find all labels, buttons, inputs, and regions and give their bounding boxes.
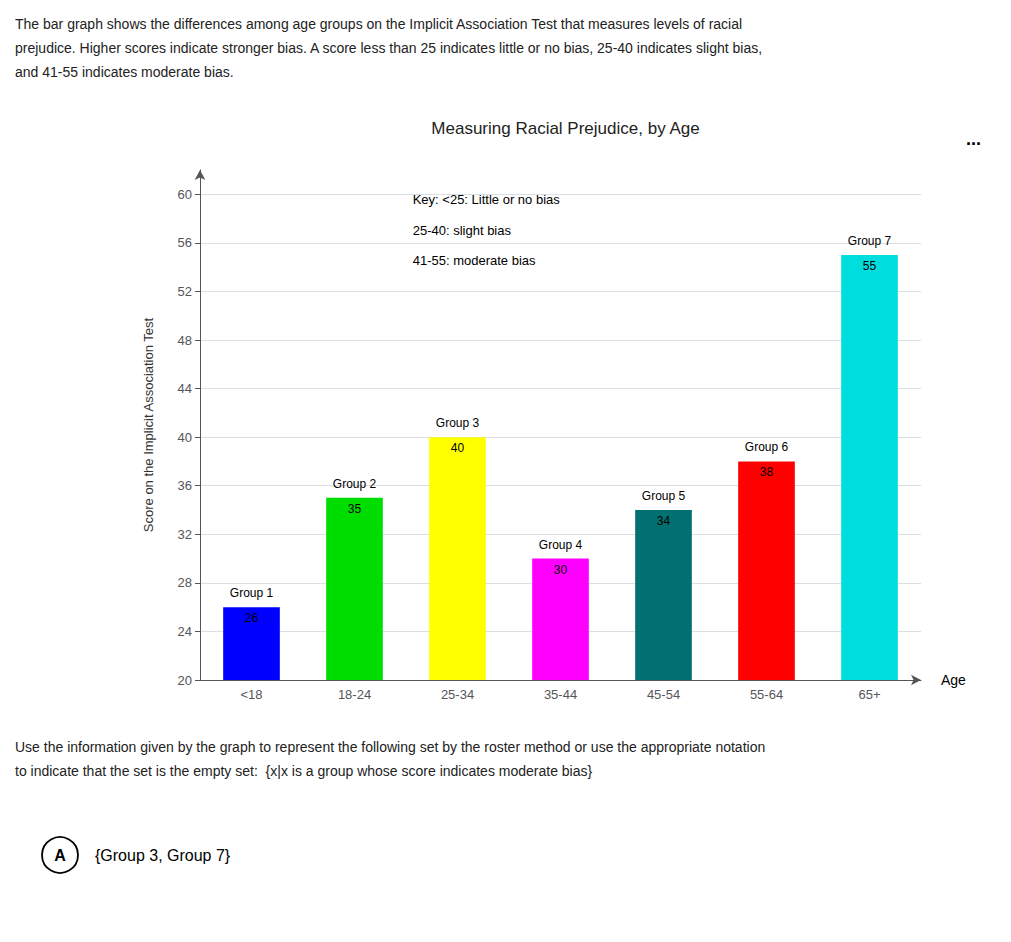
svg-text:Score on the Implicit Associat: Score on the Implicit Association Test [141, 317, 156, 532]
svg-text:Group 3: Group 3 [436, 416, 480, 430]
svg-text:55: 55 [863, 259, 877, 273]
svg-text:Group 5: Group 5 [642, 489, 686, 503]
svg-text:Age: Age [941, 672, 966, 688]
svg-text:35-44: 35-44 [544, 687, 577, 702]
svg-text:Key: <25: Little or no bias: Key: <25: Little or no bias [412, 191, 560, 207]
svg-text:Group 2: Group 2 [333, 477, 377, 491]
svg-text:44: 44 [178, 381, 192, 396]
svg-text:<18: <18 [240, 687, 262, 702]
svg-text:32: 32 [178, 527, 192, 542]
svg-text:Group 4: Group 4 [539, 538, 583, 552]
svg-text:40: 40 [178, 430, 192, 445]
svg-text:45-54: 45-54 [647, 687, 680, 702]
svg-text:Group 7: Group 7 [848, 234, 892, 248]
svg-text:28: 28 [178, 575, 192, 590]
svg-text:Group 6: Group 6 [745, 440, 789, 454]
svg-text:18-24: 18-24 [338, 687, 371, 702]
svg-text:36: 36 [178, 478, 192, 493]
svg-text:30: 30 [554, 563, 568, 577]
svg-text:24: 24 [178, 624, 192, 639]
svg-text:and 41-55 indicates moderate b: and 41-55 indicates moderate bias. [15, 64, 234, 80]
svg-text:25-34: 25-34 [441, 687, 474, 702]
svg-text:26: 26 [245, 611, 259, 625]
svg-text:{Group 3, Group 7}: {Group 3, Group 7} [95, 847, 231, 864]
svg-text:65+: 65+ [858, 687, 880, 702]
svg-text:55-64: 55-64 [750, 687, 783, 702]
svg-text:to indicate that the set is th: to indicate that the set is the empty se… [15, 763, 592, 779]
svg-text:25-40: slight bias: 25-40: slight bias [413, 223, 512, 238]
svg-text:60: 60 [178, 187, 192, 202]
svg-text:prejudice. Higher scores indic: prejudice. Higher scores indicate strong… [15, 40, 762, 56]
svg-text:52: 52 [178, 284, 192, 299]
svg-text:...: ... [966, 129, 981, 149]
svg-text:The bar graph shows the differ: The bar graph shows the differences amon… [15, 16, 742, 32]
svg-text:38: 38 [760, 465, 774, 479]
svg-text:20: 20 [178, 673, 192, 688]
svg-text:Measuring Racial Prejudice, by: Measuring Racial Prejudice, by Age [431, 119, 699, 138]
svg-text:34: 34 [657, 514, 671, 528]
svg-text:56: 56 [178, 235, 192, 250]
svg-text:40: 40 [451, 441, 465, 455]
svg-text:A: A [54, 847, 66, 864]
svg-text:41-55: moderate bias: 41-55: moderate bias [413, 253, 536, 268]
svg-text:35: 35 [348, 502, 362, 516]
svg-text:Group 1: Group 1 [230, 586, 274, 600]
svg-text:48: 48 [178, 333, 192, 348]
svg-text:Use the information given by t: Use the information given by the graph t… [15, 739, 765, 755]
